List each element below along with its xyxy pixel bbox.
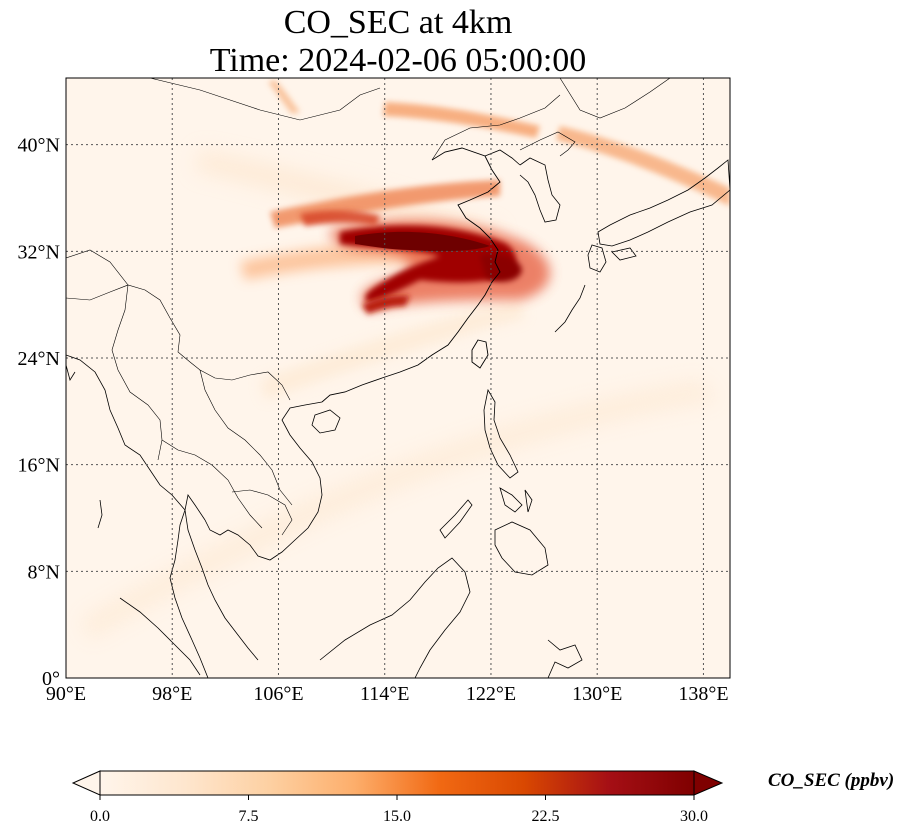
faint-south-band <box>260 300 525 400</box>
y-tick-label: 8°N <box>28 561 60 583</box>
mindanao-coastline <box>494 521 549 576</box>
vietnam-coastline <box>204 401 323 561</box>
russia-border <box>559 78 671 119</box>
x-tick-label: 138°E <box>678 683 728 705</box>
colorbar-ticks: 0.0 7.5 15.0 22.5 30.0 <box>90 795 708 825</box>
map-frame <box>65 77 731 679</box>
sulawesi-coastline <box>547 639 583 678</box>
y-tick-label: 32°N <box>18 241 60 263</box>
palawan-coastline <box>439 499 473 539</box>
colorbar-extend-max <box>693 770 724 796</box>
colorbar-title: CO_SEC (ppbv) <box>768 770 895 791</box>
coastlines-borders <box>66 78 730 678</box>
plume-core-dark <box>355 231 490 252</box>
india-border <box>66 249 129 286</box>
colorbar-tick-label: 22.5 <box>532 808 560 825</box>
korea-border <box>519 131 576 157</box>
japan-honshu <box>597 159 730 247</box>
x-tick-label: 114°E <box>360 683 409 705</box>
gridlines <box>66 78 730 678</box>
japan-shikoku <box>611 247 637 261</box>
mongolia-border <box>149 78 381 121</box>
japan-streak-plume <box>556 126 730 206</box>
y-tick-label: 0° <box>42 668 60 690</box>
north-tip-plume <box>268 80 300 114</box>
myanmar-coastline <box>66 354 186 511</box>
korea-coastline <box>519 157 561 223</box>
bangladesh-coast <box>66 364 76 381</box>
gulf-thailand-coast <box>184 494 259 661</box>
sumatra-coastline <box>119 597 201 676</box>
y-tick-label: 16°N <box>18 455 60 477</box>
colorbar-tick-label: 0.0 <box>90 808 110 825</box>
x-tick-label: 122°E <box>466 683 516 705</box>
myanmar-border <box>111 284 163 461</box>
nk-russia-border <box>431 94 561 161</box>
south-arm-plume <box>362 295 410 314</box>
x-tick-label: 130°E <box>572 683 622 705</box>
north-arm-plume <box>300 210 380 226</box>
luzon-coastline <box>483 388 519 479</box>
map-title: CO_SEC at 4km <box>283 4 513 41</box>
north-streak-plume <box>383 102 540 138</box>
colorbar-tick-label: 30.0 <box>680 808 708 825</box>
taiwan-coastline <box>471 339 489 369</box>
laos-border <box>199 369 293 506</box>
visayas-islands <box>499 487 533 513</box>
ryukyu-islands <box>554 284 586 333</box>
cambodia-border <box>231 489 293 536</box>
faint-southwest-band <box>80 380 720 640</box>
y-axis-tick-labels: 0° 8°N 16°N 24°N 32°N 40°N <box>18 135 60 690</box>
colorbar-gradient <box>99 770 695 796</box>
x-tick-label: 90°E <box>46 683 86 705</box>
china-southwest-border <box>66 284 291 401</box>
hainan-coastline <box>311 409 341 434</box>
colorbar-extend-min <box>71 770 101 796</box>
y-tick-label: 40°N <box>18 135 60 157</box>
concentration-field <box>80 80 730 640</box>
colorbar: 0.0 7.5 15.0 22.5 30.0 <box>71 770 724 825</box>
x-tick-label: 98°E <box>152 683 192 705</box>
borneo-coastline <box>319 557 471 678</box>
colorbar-tick-label: 7.5 <box>239 808 259 825</box>
y-tick-label: 24°N <box>18 348 60 370</box>
japan-kyushu <box>587 244 607 273</box>
map-time-subtitle: Time: 2024-02-06 05:00:00 <box>209 42 587 79</box>
thailand-border <box>161 439 263 529</box>
bohai-coast <box>484 149 521 166</box>
colorbar-tick-label: 15.0 <box>383 808 411 825</box>
china-coastline <box>321 147 501 403</box>
andaman-islands <box>97 499 103 529</box>
x-axis-tick-labels: 90°E 98°E 106°E 114°E 122°E 130°E 138°E <box>46 683 729 705</box>
x-tick-label: 106°E <box>253 683 303 705</box>
